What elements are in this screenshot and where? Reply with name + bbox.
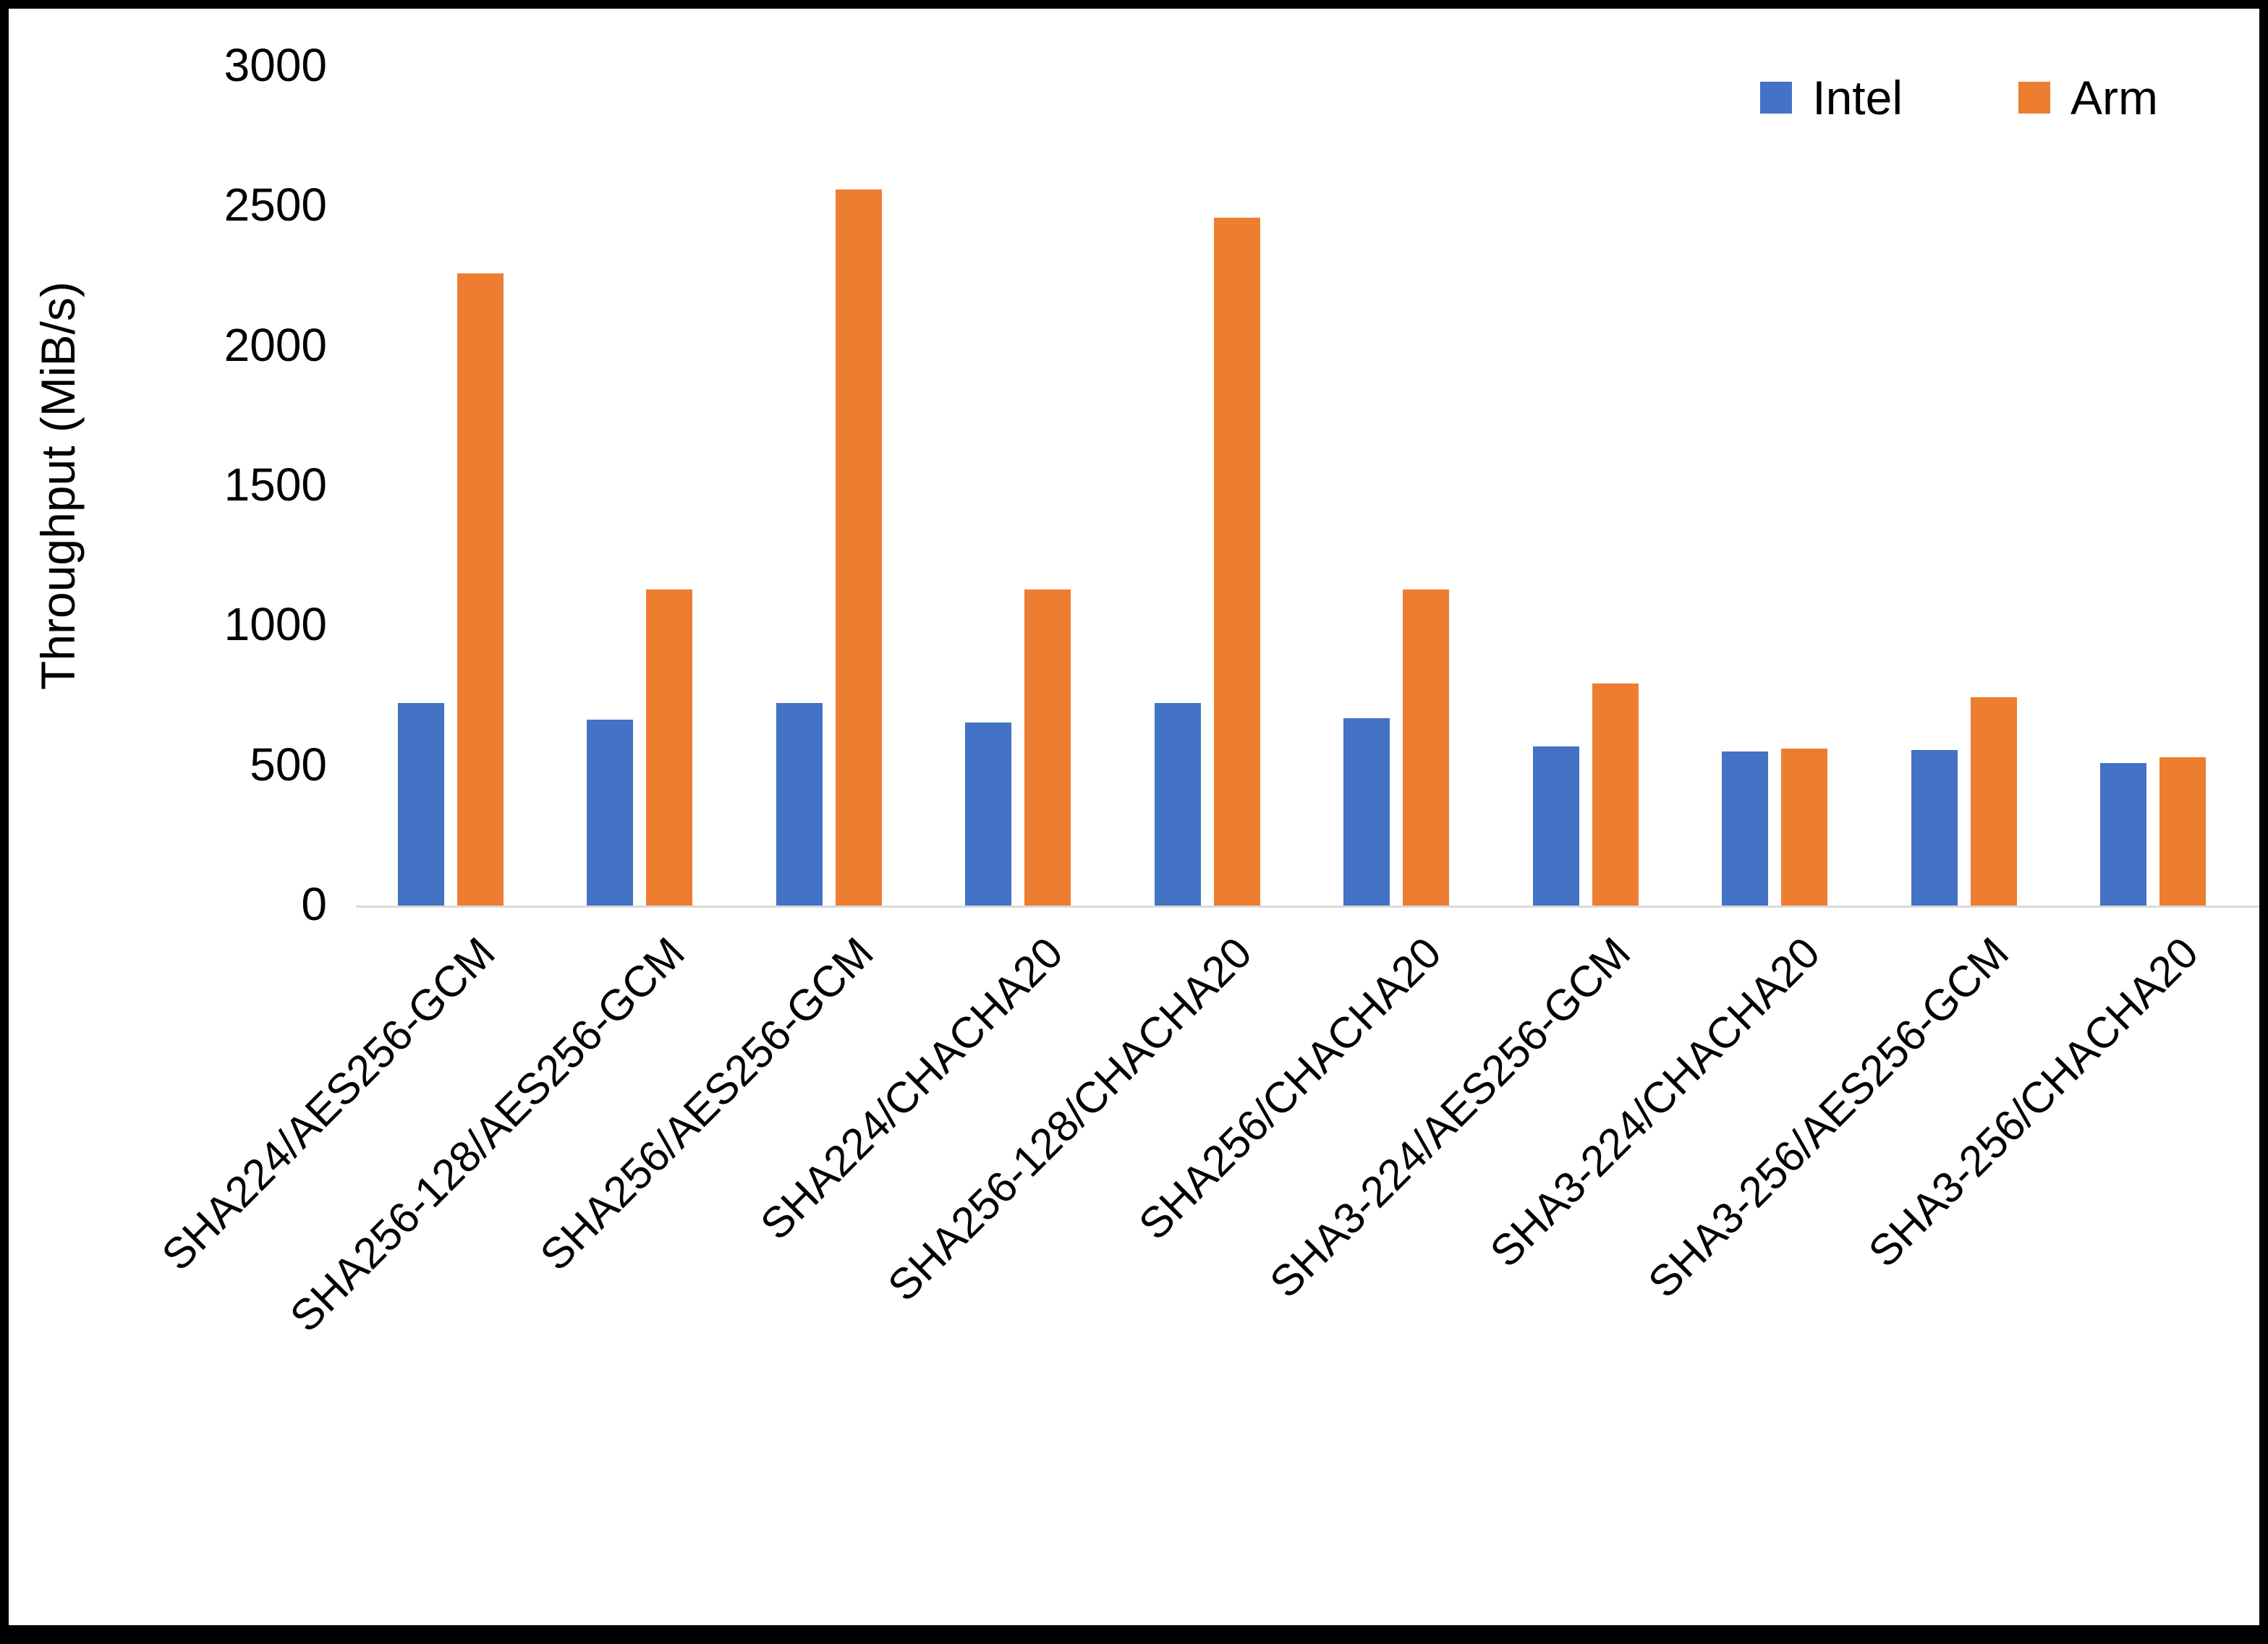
bar-arm-4 bbox=[1214, 218, 1260, 906]
legend-label-arm: Arm bbox=[2070, 71, 2158, 124]
x-category-label: SHA256/AES256-GCM bbox=[531, 928, 883, 1280]
legend: Intel Arm bbox=[1760, 70, 2158, 125]
bar-arm-2 bbox=[836, 189, 882, 906]
legend-label-intel: Intel bbox=[1812, 71, 1903, 124]
legend-item-arm: Arm bbox=[2018, 70, 2158, 125]
bar-intel-2 bbox=[776, 703, 823, 906]
bar-arm-1 bbox=[646, 589, 692, 906]
x-category-label: SHA3-224/CHACHA20 bbox=[1480, 928, 1829, 1277]
x-category-label: SHA256-128/CHACHA20 bbox=[878, 928, 1262, 1311]
bar-arm-8 bbox=[1971, 697, 2017, 906]
y-tick-label: 3000 bbox=[224, 39, 327, 91]
bar-arm-6 bbox=[1592, 683, 1639, 906]
bar-arm-0 bbox=[457, 273, 504, 906]
bar-intel-5 bbox=[1343, 718, 1390, 906]
y-tick-label: 0 bbox=[301, 878, 327, 930]
bar-arm-5 bbox=[1403, 589, 1449, 906]
bar-arm-3 bbox=[1024, 589, 1071, 906]
bar-intel-7 bbox=[1722, 751, 1768, 906]
y-tick-label: 1500 bbox=[224, 459, 327, 511]
bar-intel-8 bbox=[1911, 750, 1958, 906]
legend-swatch-intel bbox=[1760, 82, 1793, 114]
x-category-label: SHA3-224/AES256-GCM bbox=[1260, 928, 1640, 1307]
y-tick-label: 2500 bbox=[224, 179, 327, 231]
y-tick-label: 1000 bbox=[224, 598, 327, 651]
legend-item-intel: Intel bbox=[1760, 70, 1903, 125]
bar-arm-9 bbox=[2159, 757, 2206, 906]
x-category-label: SHA224/AES256-GCM bbox=[153, 928, 505, 1280]
y-tick-label: 2000 bbox=[224, 318, 327, 371]
bar-intel-1 bbox=[587, 720, 633, 906]
x-category-label: SHA256-128/AES256-GCM bbox=[280, 928, 694, 1342]
bar-intel-9 bbox=[2100, 763, 2146, 906]
bar-intel-6 bbox=[1533, 746, 1579, 906]
y-tick-label: 500 bbox=[250, 738, 327, 791]
x-category-label: SHA3-256/AES256-GCM bbox=[1639, 928, 2018, 1307]
legend-swatch-arm bbox=[2018, 82, 2051, 114]
bar-arm-7 bbox=[1781, 749, 1827, 906]
x-axis-line bbox=[356, 906, 2259, 908]
bar-intel-4 bbox=[1155, 703, 1201, 906]
bar-intel-3 bbox=[965, 723, 1011, 906]
bar-intel-0 bbox=[398, 703, 444, 906]
x-category-label: SHA3-256/CHACHA20 bbox=[1859, 928, 2207, 1277]
